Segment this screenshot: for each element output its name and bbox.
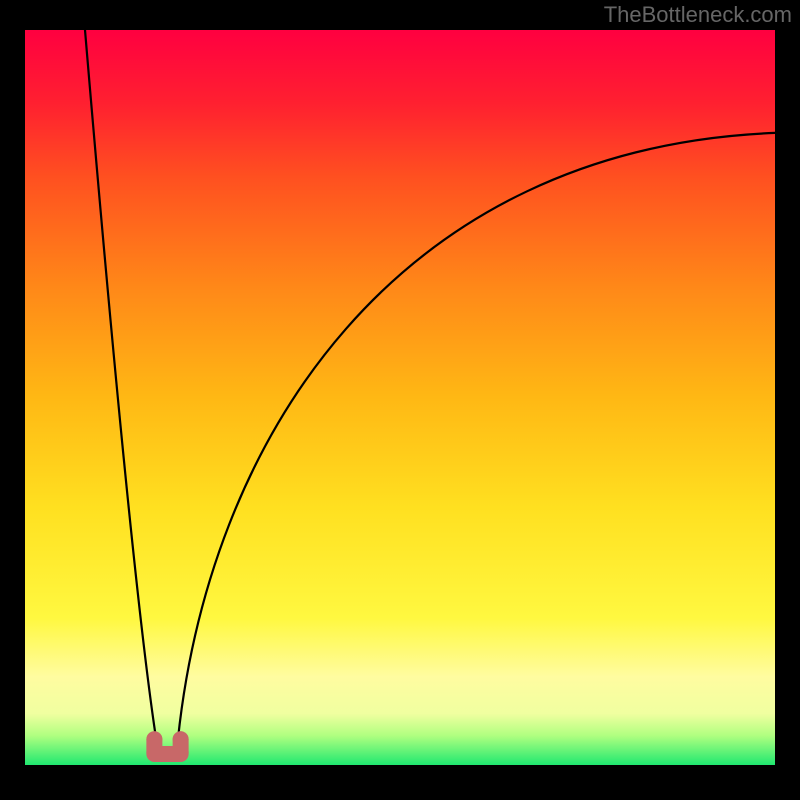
chart-container: TheBottleneck.com	[0, 0, 800, 800]
plot-area	[25, 30, 775, 765]
bottleneck-chart	[0, 0, 800, 800]
gradient-background	[25, 30, 775, 765]
watermark-text: TheBottleneck.com	[604, 2, 792, 28]
